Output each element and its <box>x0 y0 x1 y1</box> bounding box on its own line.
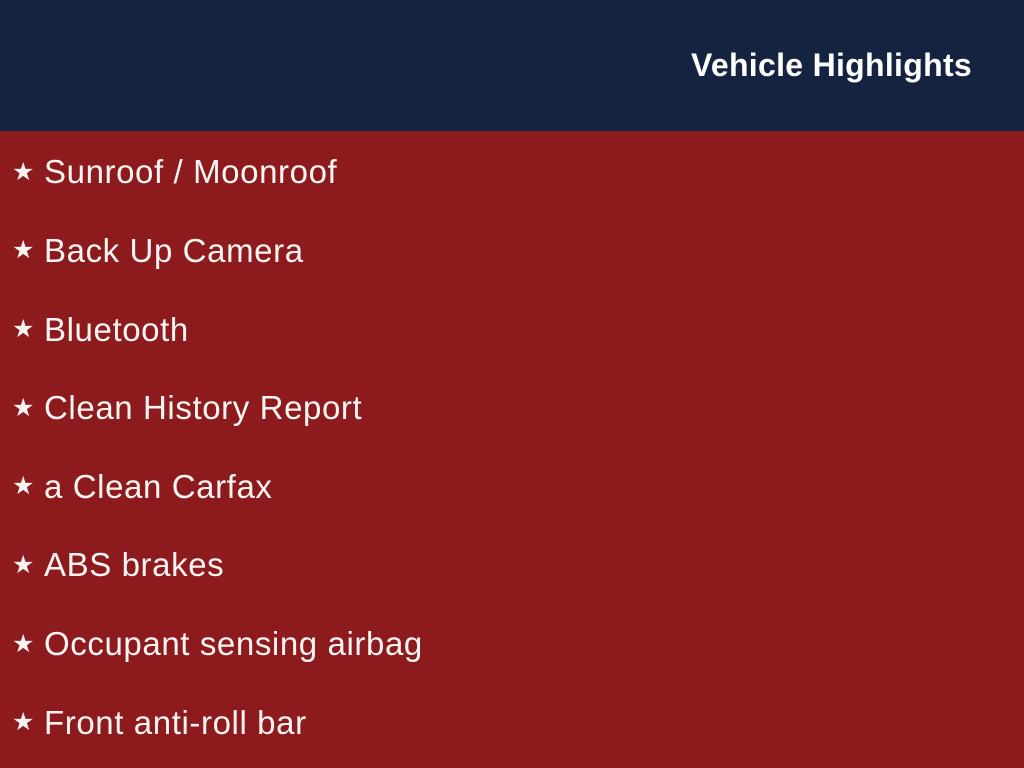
list-item-label: Occupant sensing airbag <box>44 625 423 663</box>
star-icon: ★ <box>12 393 35 422</box>
star-icon: ★ <box>12 236 35 265</box>
list-item: ★ Occupant sensing airbag <box>12 605 1024 684</box>
star-icon: ★ <box>12 708 35 737</box>
list-item-label: Front anti-roll bar <box>44 703 307 741</box>
list-item-label: Back Up Camera <box>44 231 304 269</box>
star-icon: ★ <box>12 550 35 579</box>
list-item-label: a Clean Carfax <box>44 467 273 505</box>
list-item-label: Sunroof / Moonroof <box>44 153 338 191</box>
list-item: ★ Clean History Report <box>12 369 1024 448</box>
star-icon: ★ <box>12 472 35 501</box>
list-item: ★ Front anti-roll bar <box>12 683 1024 762</box>
star-icon: ★ <box>12 315 35 344</box>
list-item: ★ ABS brakes <box>12 526 1024 605</box>
page-title: Vehicle Highlights <box>690 47 972 83</box>
highlights-list: ★ Sunroof / Moonroof ★ Back Up Camera ★ … <box>0 131 1024 768</box>
list-item-label: Bluetooth <box>44 310 189 348</box>
list-item: ★ Back Up Camera <box>12 212 1024 291</box>
list-item-label: Clean History Report <box>44 389 363 427</box>
list-item-label: ABS brakes <box>44 546 225 584</box>
list-item: ★ Sunroof / Moonroof <box>12 133 1024 212</box>
list-item: ★ a Clean Carfax <box>12 448 1024 527</box>
star-icon: ★ <box>12 629 35 658</box>
star-icon: ★ <box>12 157 35 186</box>
header-band: Vehicle Highlights <box>0 0 1024 131</box>
list-item: ★ Bluetooth <box>12 290 1024 369</box>
